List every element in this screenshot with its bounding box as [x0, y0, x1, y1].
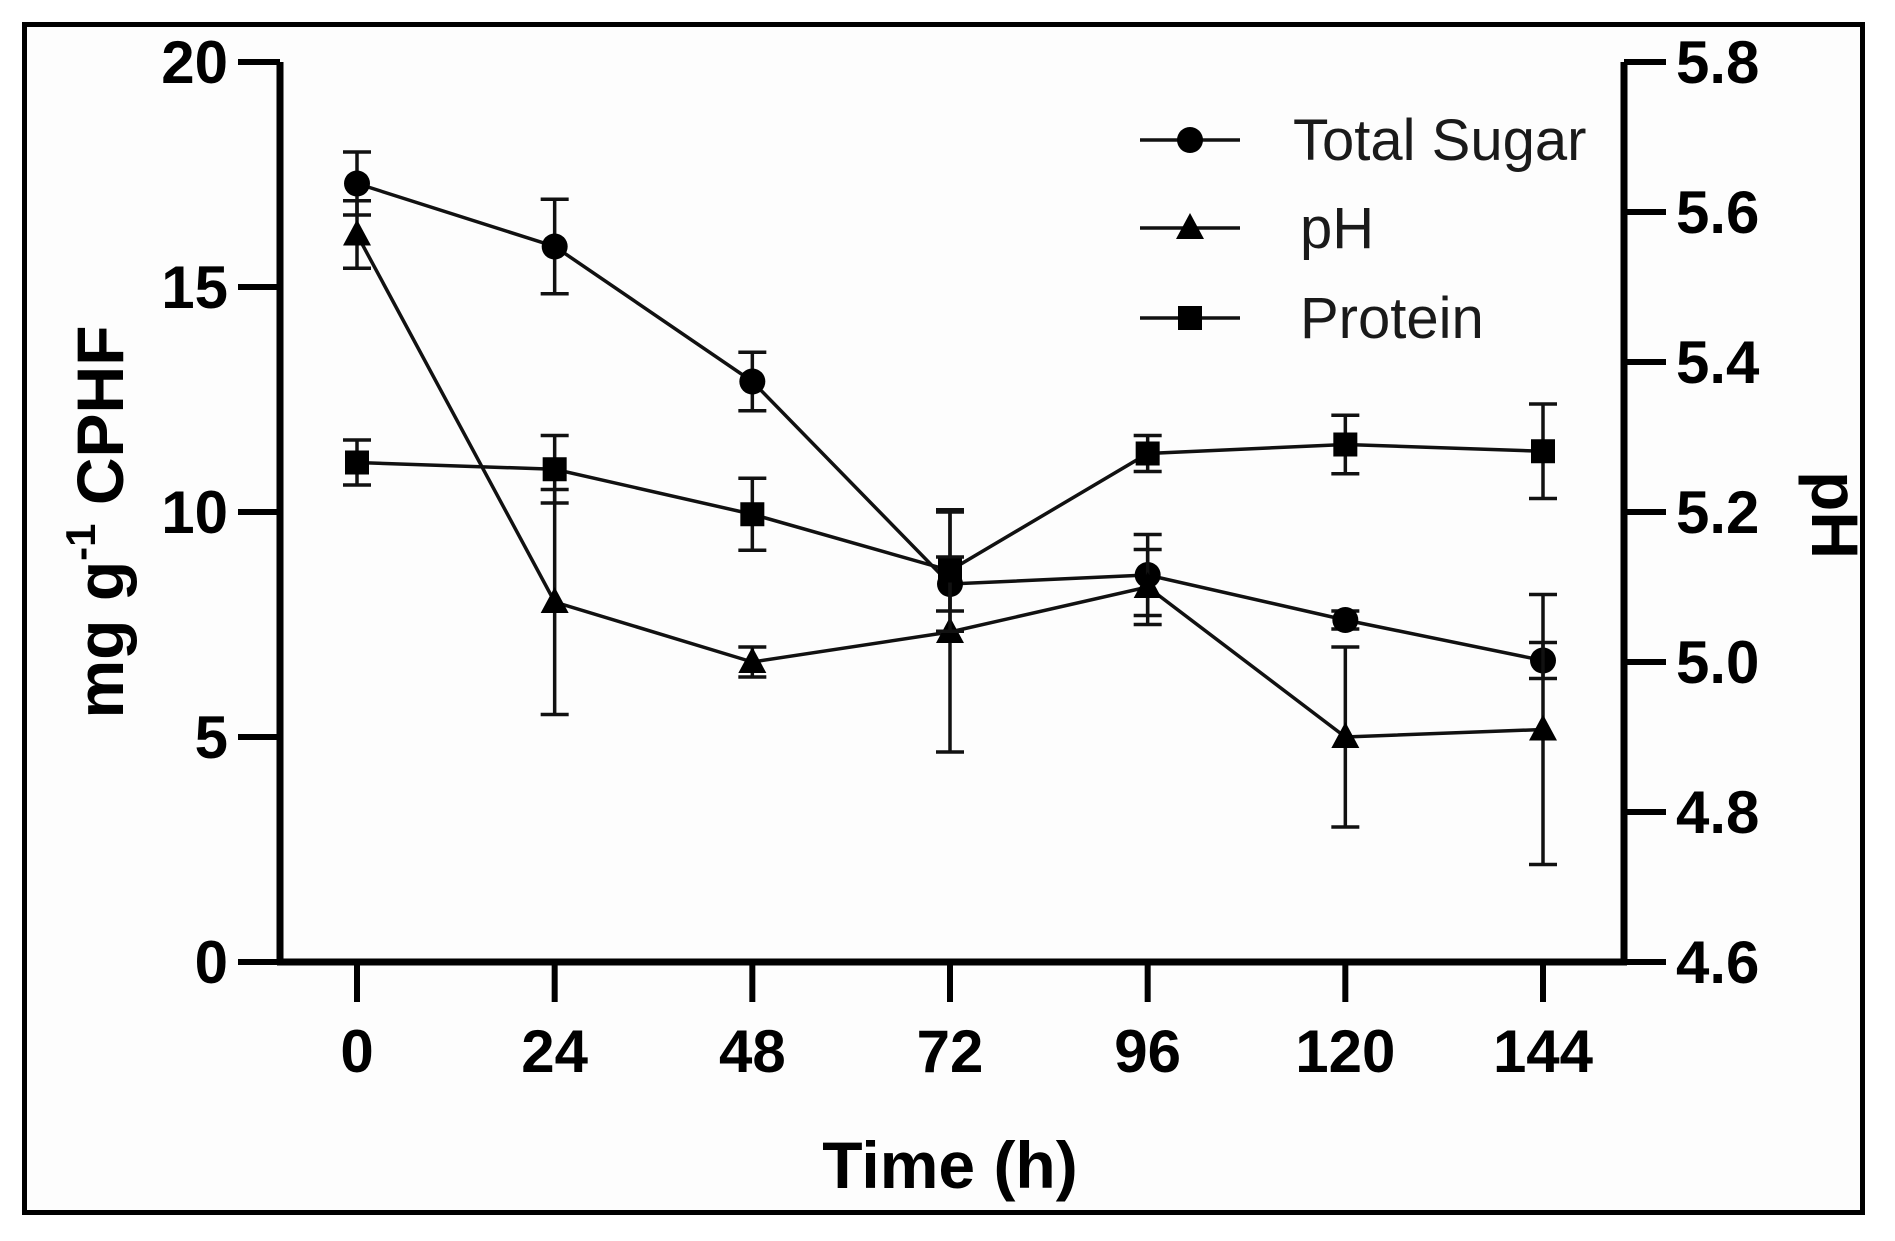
legend-marker-protein [1178, 306, 1202, 330]
y2-tick-label: 4.6 [1676, 929, 1759, 996]
series-protein [343, 402, 1557, 633]
y-tick-label: 5 [195, 704, 228, 771]
y2-axis-title: pH [1798, 471, 1872, 559]
data-point-ph [1133, 572, 1162, 598]
data-point-total-sugar [1332, 607, 1359, 633]
x-axis-title: Time (h) [822, 1128, 1077, 1202]
data-point-protein [1333, 432, 1358, 457]
data-point-protein [345, 450, 369, 475]
legend-marker-total-sugar [1177, 127, 1203, 153]
data-point-ph [1529, 714, 1557, 741]
data-point-protein [1531, 439, 1555, 464]
legend-label: Protein [1300, 286, 1484, 351]
y2-tick-label: 5.8 [1676, 29, 1759, 96]
data-point-ph [1331, 722, 1360, 748]
legend-marker-ph [1176, 213, 1204, 239]
legend-item-protein: Protein [1140, 286, 1484, 351]
y2-tick-label: 4.8 [1676, 779, 1759, 846]
y-axis-title-superscript: -1 [57, 523, 104, 560]
y2-tick-label: 5.2 [1676, 479, 1759, 546]
y2-tick-label: 5.0 [1676, 629, 1759, 696]
data-point-protein [938, 558, 962, 583]
data-point-ph [343, 219, 371, 246]
x-tick-label: 72 [917, 1018, 984, 1085]
y-axis-title-main: mg g [63, 561, 137, 719]
data-point-protein [740, 502, 765, 527]
data-point-total-sugar [739, 368, 766, 395]
x-tick-label: 96 [1114, 1018, 1181, 1085]
y-tick-label: 15 [161, 254, 228, 321]
x-tick-label: 0 [340, 1018, 373, 1085]
figure-frame [22, 22, 1865, 1215]
data-point-ph [738, 647, 767, 673]
y-axis-title-rest: CPHF [63, 325, 137, 523]
data-point-protein [542, 457, 567, 482]
y2-tick-label: 5.6 [1676, 179, 1759, 246]
data-point-ph [540, 587, 569, 613]
y-tick-label: 20 [161, 29, 228, 96]
y2-tick-label: 5.4 [1676, 329, 1760, 396]
y-tick-label: 0 [195, 929, 228, 996]
x-tick-label: 120 [1295, 1018, 1395, 1085]
data-point-protein [1135, 441, 1160, 466]
y-axis-title: mg g-1 CPHF [57, 325, 137, 718]
x-tick-label: 144 [1493, 1018, 1594, 1085]
legend-label: pH [1300, 196, 1374, 261]
x-tick-label: 24 [521, 1018, 588, 1085]
legend-item-total-sugar: Total Sugar [1140, 108, 1586, 173]
data-point-total-sugar [541, 233, 568, 260]
y-tick-label: 10 [161, 479, 228, 546]
data-point-total-sugar [344, 170, 370, 197]
x-tick-label: 48 [719, 1018, 786, 1085]
legend-item-ph: pH [1140, 196, 1374, 261]
legend-label: Total Sugar [1293, 108, 1586, 173]
